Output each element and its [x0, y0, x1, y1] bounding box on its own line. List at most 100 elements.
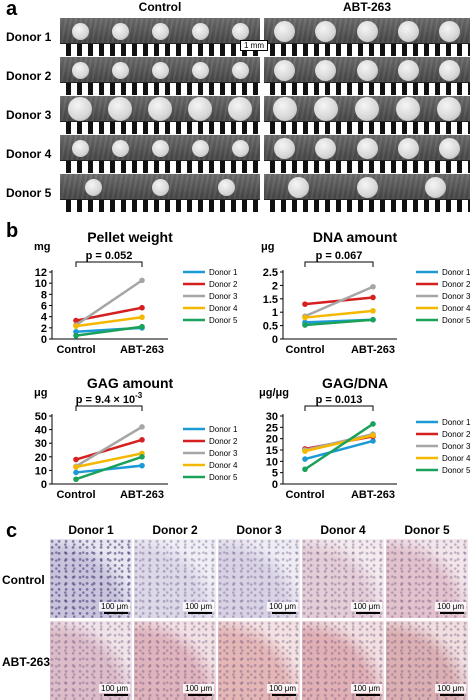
series-line-donor-4	[75, 452, 143, 469]
chart-dna-amount: DNA amount μg 00.5 11.5 22.5 Control ABT-263 Do…	[261, 229, 471, 356]
pellet	[397, 20, 419, 42]
legend-label: Donor 4	[442, 304, 471, 313]
pellet	[68, 97, 92, 121]
pellet	[151, 178, 169, 196]
panel-c-letter: c	[6, 520, 18, 542]
x-tick-label: ABT-263	[120, 489, 164, 501]
pellet	[356, 59, 378, 81]
y-tick-label: 2	[41, 323, 47, 335]
y-tick-label: 20	[35, 452, 47, 464]
pellet-photo	[264, 57, 470, 95]
scale-bar	[356, 694, 380, 696]
data-point	[302, 322, 308, 328]
legend-label: Donor 5	[209, 473, 238, 482]
x-tick-label: ABT-263	[120, 344, 164, 356]
series-line-donor-3	[75, 425, 143, 468]
panel-a-row-label: Donor 4	[6, 147, 52, 161]
data-point	[73, 332, 79, 339]
data-point	[370, 438, 376, 444]
p-value-annotation: p = 9.4 × 10-3	[76, 391, 143, 406]
series-line-donor-1	[304, 439, 374, 461]
data-point	[139, 454, 145, 460]
pellet	[231, 22, 249, 40]
panel-c-col-label: Donor 5	[404, 523, 450, 537]
data-point	[139, 304, 145, 311]
legend-label: Donor 5	[442, 466, 471, 475]
legend-label: Donor 4	[209, 304, 238, 313]
scale-bar-label: 1 mm	[240, 40, 268, 51]
panel-c-col-label: Donor 4	[320, 523, 366, 537]
ruler	[264, 43, 470, 56]
legend-label: Donor 1	[209, 268, 238, 277]
panel-c-col-label: Donor 1	[68, 523, 114, 537]
data-point	[139, 424, 145, 430]
y-tick-label: 5	[272, 468, 278, 480]
legend-label: Donor 1	[442, 418, 471, 427]
data-point	[370, 294, 376, 301]
pellet	[356, 137, 378, 159]
data-point	[73, 464, 79, 470]
pellet	[218, 178, 236, 196]
histology-image: 100 μm	[218, 621, 300, 700]
scale-bar	[104, 694, 128, 696]
pellet	[287, 176, 309, 198]
y-tick-label: 4	[41, 312, 48, 324]
x-tick-label: ABT-263	[351, 489, 395, 501]
panel-c-col-label: Donor 2	[152, 523, 198, 537]
scale-bar	[272, 612, 296, 614]
x-tick-label: Control	[285, 489, 324, 501]
y-tick-label: 2.5	[263, 267, 278, 279]
scale-bar-label: 100 μm	[267, 602, 298, 611]
pellet	[315, 20, 337, 42]
pellet	[151, 22, 169, 40]
pellet-photo	[60, 96, 260, 134]
legend-label: Donor 5	[209, 316, 238, 325]
pellet	[71, 139, 89, 157]
pellet	[315, 137, 337, 159]
legend-label: Donor 3	[209, 292, 238, 301]
y-tick-label: 6	[41, 301, 47, 313]
scale-bar-label: 100 μm	[435, 602, 466, 611]
panel-a-row-label: Donor 2	[6, 69, 52, 83]
series-line-donor-5	[304, 318, 374, 327]
ruler	[264, 82, 470, 95]
pellet	[148, 97, 172, 121]
y-tick-label: 15	[266, 445, 278, 457]
panel-a-col-control: Control	[138, 0, 182, 14]
data-point	[73, 469, 79, 476]
data-point	[73, 476, 79, 483]
significance-bracket	[304, 405, 374, 411]
scale-bar	[440, 612, 464, 614]
pellet	[438, 20, 460, 42]
pellet	[397, 137, 419, 159]
pellet-photo	[264, 18, 470, 56]
series-line-donor-4	[304, 434, 374, 453]
significance-bracket	[304, 261, 374, 267]
x-tick-label: Control	[56, 344, 95, 356]
histology-image: 100 μm	[302, 621, 384, 700]
pellet-photo	[60, 57, 260, 95]
histology-image: 100 μm	[386, 621, 468, 700]
series-line-donor-3	[75, 279, 143, 327]
data-point	[139, 314, 145, 321]
pellet	[111, 139, 129, 157]
pellet	[111, 61, 129, 79]
chart-title: Pellet weight	[87, 229, 173, 245]
y-tick-label: 0.5	[263, 321, 278, 333]
pellet	[356, 20, 378, 42]
scale-bar-label: 100 μm	[183, 684, 214, 693]
series-line-donor-3	[304, 285, 374, 318]
p-value-annotation: p = 0.052	[86, 250, 133, 262]
y-tick-label: 2	[272, 280, 278, 292]
y-tick-label: 10	[35, 465, 47, 477]
pellet	[151, 139, 169, 157]
y-unit-label: μg	[261, 241, 274, 253]
chart-title: GAG/DNA	[322, 375, 388, 391]
panel-c-row-label: Control	[2, 573, 45, 587]
pellet-photo	[264, 135, 470, 173]
pellet-photo	[60, 18, 260, 56]
scale-bar-label: 100 μm	[351, 684, 382, 693]
legend-label: Donor 3	[442, 442, 471, 451]
y-tick-label: 30	[35, 438, 47, 450]
